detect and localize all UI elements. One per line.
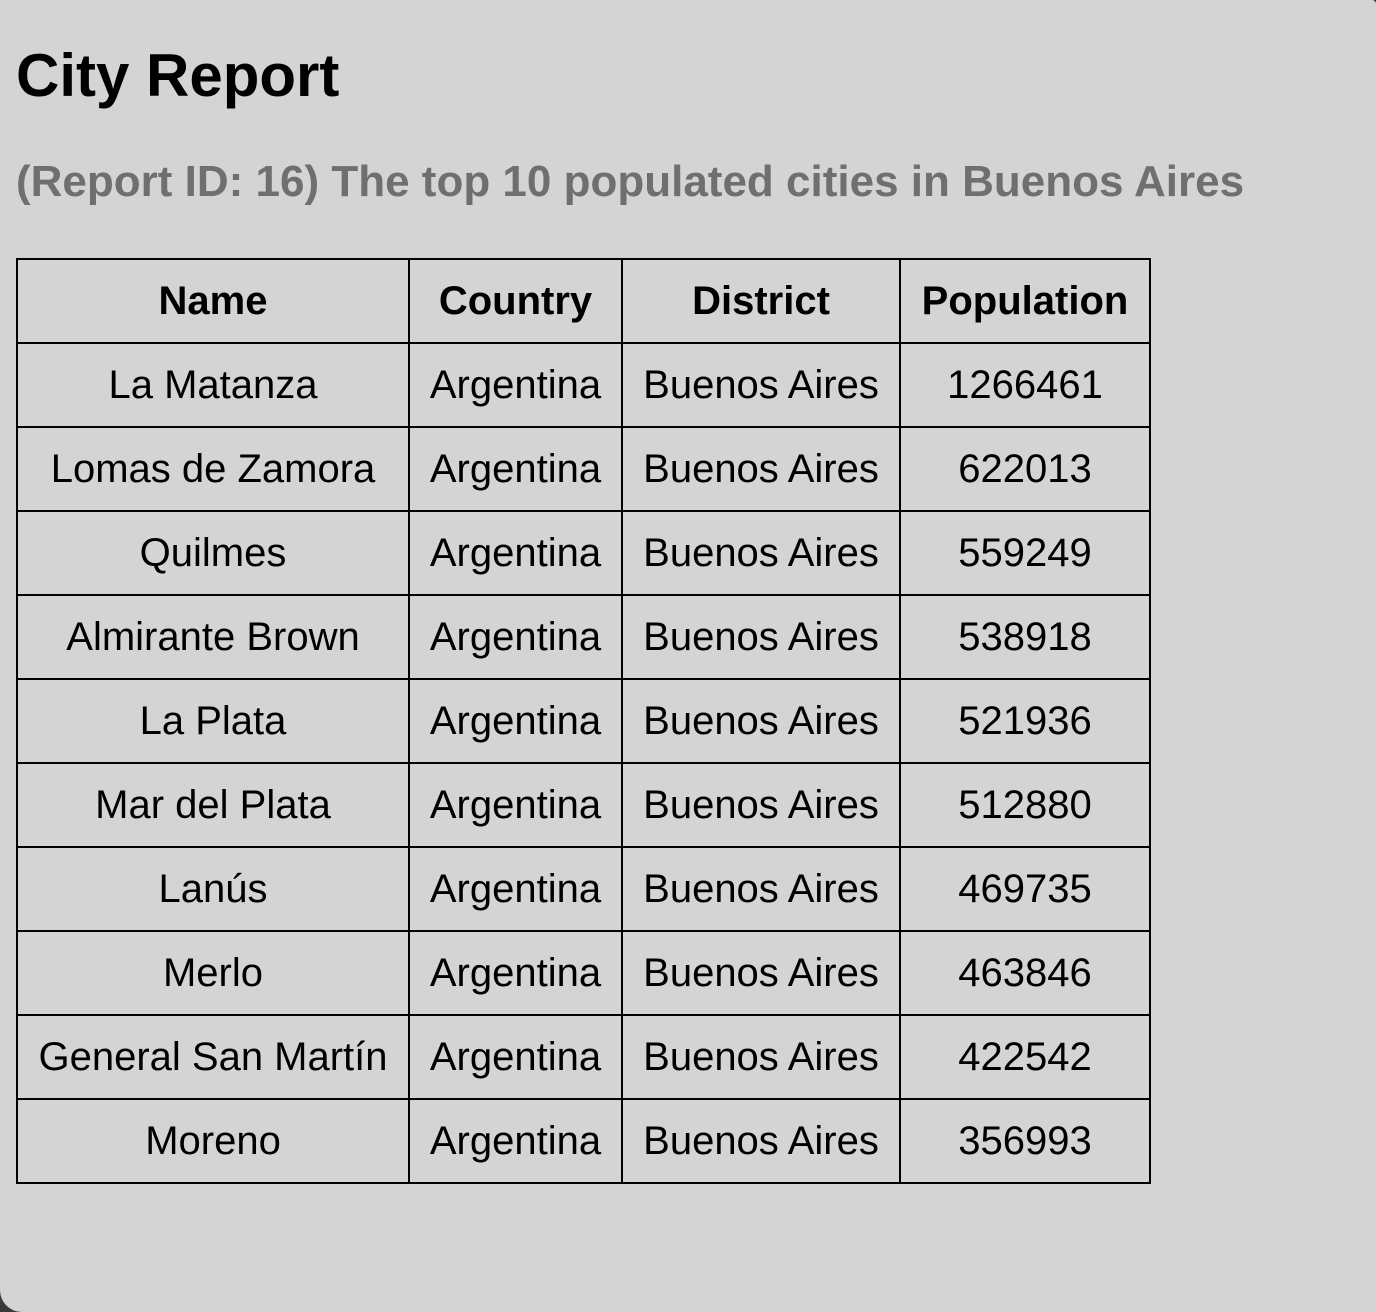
cell-name: Lomas de Zamora (16, 426, 410, 512)
cell-country: Argentina (408, 510, 623, 596)
cell-name: Merlo (16, 930, 410, 1016)
table-row: La Plata Argentina Buenos Aires 521936 (16, 678, 1151, 764)
cell-district: Buenos Aires (621, 342, 901, 428)
column-header-population: Population (899, 258, 1151, 344)
cell-population: 463846 (899, 930, 1151, 1016)
cell-district: Buenos Aires (621, 678, 901, 764)
cell-population: 521936 (899, 678, 1151, 764)
cell-country: Argentina (408, 678, 623, 764)
cell-name: General San Martín (16, 1014, 410, 1100)
table-row: General San Martín Argentina Buenos Aire… (16, 1014, 1151, 1100)
page-title: City Report (16, 42, 340, 109)
table-header-row: Name Country District Population (16, 258, 1151, 344)
cell-name: Lanús (16, 846, 410, 932)
cell-district: Buenos Aires (621, 846, 901, 932)
table-row: Almirante Brown Argentina Buenos Aires 5… (16, 594, 1151, 680)
cell-population: 559249 (899, 510, 1151, 596)
cell-name: La Plata (16, 678, 410, 764)
cell-district: Buenos Aires (621, 594, 901, 680)
cell-country: Argentina (408, 846, 623, 932)
table-row: Merlo Argentina Buenos Aires 463846 (16, 930, 1151, 1016)
column-header-country: Country (408, 258, 623, 344)
cell-population: 422542 (899, 1014, 1151, 1100)
cell-name: Quilmes (16, 510, 410, 596)
cell-population: 622013 (899, 426, 1151, 512)
cell-country: Argentina (408, 930, 623, 1016)
cell-country: Argentina (408, 342, 623, 428)
cell-district: Buenos Aires (621, 510, 901, 596)
report-subtitle: (Report ID: 16) The top 10 populated cit… (16, 157, 1245, 206)
table-row: Lomas de Zamora Argentina Buenos Aires 6… (16, 426, 1151, 512)
table-row: Moreno Argentina Buenos Aires 356993 (16, 1098, 1151, 1184)
column-header-district: District (621, 258, 901, 344)
cell-district: Buenos Aires (621, 426, 901, 512)
cell-name: Almirante Brown (16, 594, 410, 680)
cell-name: Mar del Plata (16, 762, 410, 848)
cell-population: 356993 (899, 1098, 1151, 1184)
cell-name: Moreno (16, 1098, 410, 1184)
cell-district: Buenos Aires (621, 930, 901, 1016)
cell-country: Argentina (408, 594, 623, 680)
table-row: Quilmes Argentina Buenos Aires 559249 (16, 510, 1151, 596)
cell-population: 512880 (899, 762, 1151, 848)
table-row: La Matanza Argentina Buenos Aires 126646… (16, 342, 1151, 428)
cell-name: La Matanza (16, 342, 410, 428)
cell-district: Buenos Aires (621, 1098, 901, 1184)
cell-district: Buenos Aires (621, 1014, 901, 1100)
cell-country: Argentina (408, 1014, 623, 1100)
cell-country: Argentina (408, 762, 623, 848)
column-header-name: Name (16, 258, 410, 344)
cell-country: Argentina (408, 1098, 623, 1184)
cell-population: 1266461 (899, 342, 1151, 428)
cell-population: 538918 (899, 594, 1151, 680)
city-table: Name Country District Population La Mata… (16, 258, 1151, 1184)
table-row: Lanús Argentina Buenos Aires 469735 (16, 846, 1151, 932)
cell-country: Argentina (408, 426, 623, 512)
table-row: Mar del Plata Argentina Buenos Aires 512… (16, 762, 1151, 848)
cell-district: Buenos Aires (621, 762, 901, 848)
cell-population: 469735 (899, 846, 1151, 932)
